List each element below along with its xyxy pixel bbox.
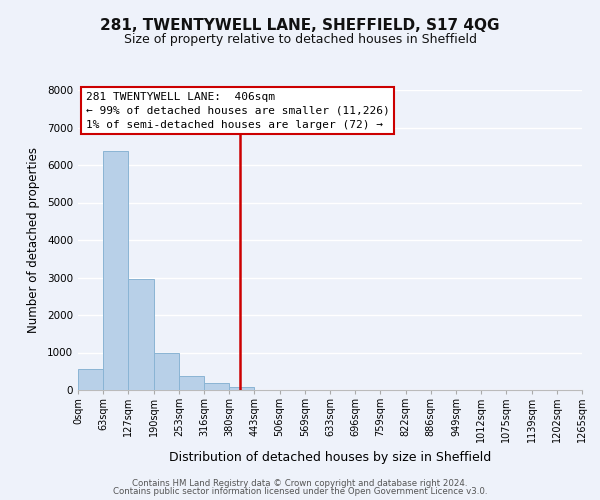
Bar [128, 280, 154, 390]
Bar [179, 376, 204, 390]
Text: Size of property relative to detached houses in Sheffield: Size of property relative to detached ho… [124, 32, 476, 46]
X-axis label: Distribution of detached houses by size in Sheffield: Distribution of detached houses by size … [169, 451, 491, 464]
Bar [103, 151, 128, 390]
Bar [78, 369, 103, 390]
Y-axis label: Number of detached properties: Number of detached properties [27, 147, 40, 333]
Bar [229, 387, 254, 390]
Bar [204, 384, 229, 390]
Text: 281 TWENTYWELL LANE:  406sqm
← 99% of detached houses are smaller (11,226)
1% of: 281 TWENTYWELL LANE: 406sqm ← 99% of det… [86, 92, 389, 130]
Text: Contains public sector information licensed under the Open Government Licence v3: Contains public sector information licen… [113, 487, 487, 496]
Bar [154, 353, 179, 390]
Text: 281, TWENTYWELL LANE, SHEFFIELD, S17 4QG: 281, TWENTYWELL LANE, SHEFFIELD, S17 4QG [100, 18, 500, 32]
Text: Contains HM Land Registry data © Crown copyright and database right 2024.: Contains HM Land Registry data © Crown c… [132, 478, 468, 488]
